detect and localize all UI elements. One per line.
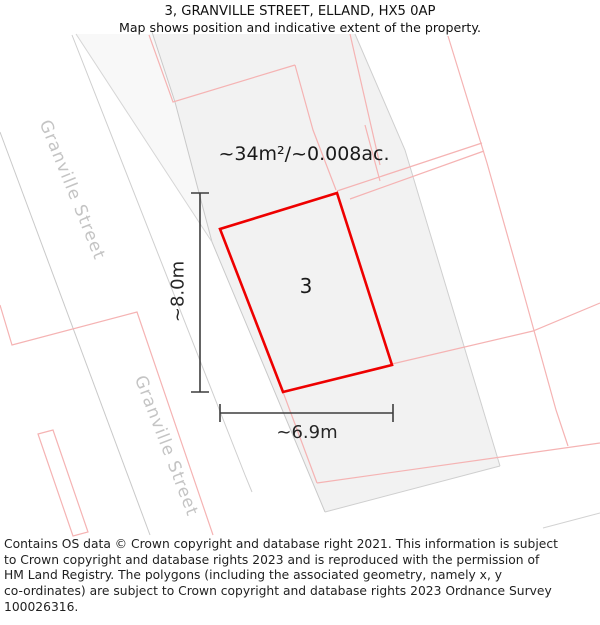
pink-boundary-from-plot-bottom [282, 391, 318, 484]
parcel-edge-inner-gray [75, 33, 213, 243]
attribution-line: HM Land Registry. The polygons (includin… [4, 568, 503, 583]
road-edge-left [0, 131, 151, 536]
page-title: 3, GRANVILLE STREET, ELLAND, HX5 0AP [164, 4, 436, 19]
horizontal-dimension-line [219, 404, 394, 422]
pink-boundary-bottom-long [316, 442, 600, 484]
attribution-text: Contains OS data © Crown copyright and d… [4, 537, 600, 616]
pink-building-outline [37, 429, 89, 537]
attribution-line: to Crown copyright and database rights 2… [4, 552, 540, 567]
vertical-dimension-line [191, 192, 209, 393]
attribution-line: co-ordinates) are subject to Crown copyr… [4, 584, 552, 599]
main-parcel-fill [152, 34, 500, 512]
height-dimension-label: ~8.0m [167, 260, 189, 323]
pink-boundary-mid-b [349, 150, 485, 200]
road-edge-right [71, 34, 253, 493]
parcel-edge-right-gray [354, 33, 501, 467]
pink-boundary-topleft [148, 34, 296, 103]
pink-boundary-to-plot-top [294, 64, 337, 191]
plot-number-label: 3 [299, 274, 313, 298]
pink-boundary-from-plot-right [391, 302, 600, 365]
area-label: ~34m²/~0.008ac. [218, 143, 390, 165]
attribution-line: 100026316. [4, 599, 79, 614]
pink-boundary-right-long [447, 35, 569, 447]
bottom-right-gray-line [542, 512, 600, 529]
attribution-line: Contains OS data © Crown copyright and d… [4, 537, 558, 551]
pink-road-line [0, 304, 214, 536]
pink-boundary-mid-a [336, 142, 483, 192]
pink-boundary-short-vertical [364, 124, 381, 182]
page-subtitle: Map shows position and indicative extent… [118, 20, 482, 35]
property-boundary [218, 191, 394, 394]
parcel-edge-left-gray [151, 31, 326, 513]
pink-boundary-upper-steep [349, 33, 381, 166]
width-dimension-label: ~6.9m [276, 422, 338, 443]
parcel-edge-bottom-gray [324, 465, 501, 513]
